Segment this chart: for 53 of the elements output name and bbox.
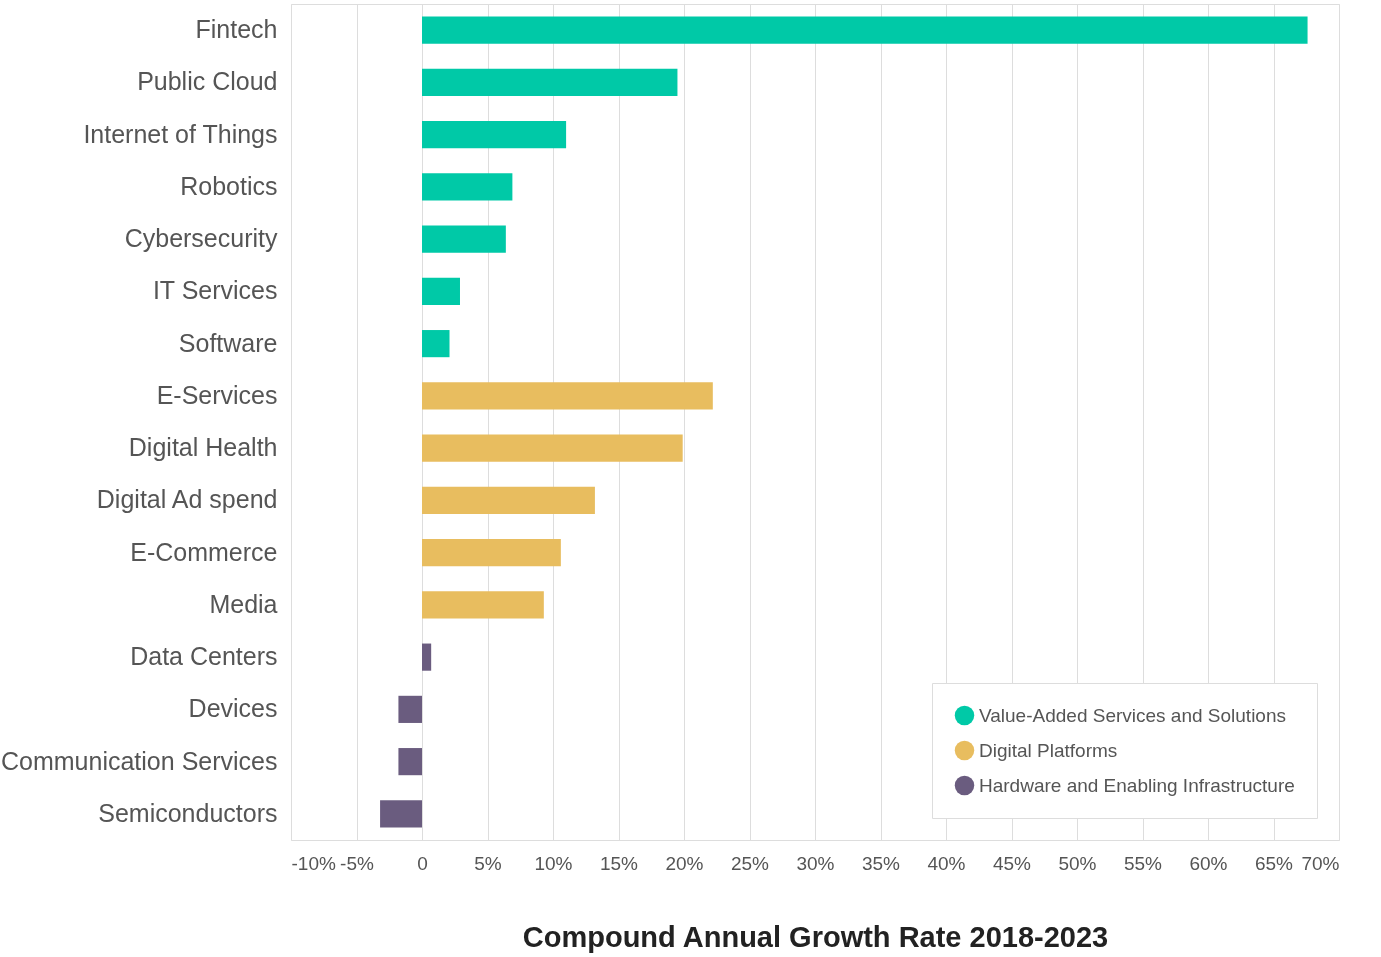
bar <box>422 591 544 619</box>
y-tick-label: Public Cloud <box>137 67 278 96</box>
y-tick-label: Robotics <box>180 171 278 200</box>
y-tick-label: Devices <box>188 694 278 723</box>
legend-label: Value-Added Services and Solutions <box>979 704 1287 726</box>
y-tick-label: E-Commerce <box>130 537 278 566</box>
y-tick-label: Communication Services <box>1 746 278 775</box>
x-tick-label: 55% <box>1123 852 1163 874</box>
legend-label: Digital Platforms <box>979 739 1118 761</box>
bar <box>398 695 422 723</box>
bar <box>380 800 422 828</box>
x-tick-label: 60% <box>1189 852 1228 874</box>
y-tick-label: Data Centers <box>130 642 278 671</box>
y-tick-label: Digital Ad spend <box>96 485 278 514</box>
bar <box>422 225 506 253</box>
x-tick-label: -5% <box>340 852 374 874</box>
y-tick-label: Fintech <box>195 15 278 44</box>
y-tick-label: Digital Health <box>128 433 278 462</box>
y-tick-label: IT Services <box>152 276 278 305</box>
x-tick-label: 5% <box>474 852 502 874</box>
bar <box>422 330 450 358</box>
y-tick-label: Cybersecurity <box>124 224 278 253</box>
x-axis-title: Compound Annual Growth Rate 2018-2023 <box>522 920 1109 953</box>
y-tick-label: Media <box>209 589 278 618</box>
x-tick-label: 50% <box>1058 852 1097 874</box>
x-tick-label: 20% <box>665 852 704 874</box>
x-tick-label: 0 <box>417 852 428 874</box>
legend-label: Hardware and Enabling Infrastructure <box>979 774 1295 796</box>
y-tick-label: Software <box>178 328 278 357</box>
x-tick-label: 25% <box>730 852 770 874</box>
x-tick-label: 65% <box>1254 852 1294 874</box>
bar <box>422 434 683 462</box>
x-tick-label: 30% <box>796 852 835 874</box>
x-tick-label: 10% <box>534 852 573 874</box>
bar <box>422 486 595 514</box>
bar <box>398 748 422 776</box>
bar <box>422 121 567 149</box>
x-tick-label: 15% <box>599 852 639 874</box>
x-tick-label: 70% <box>1301 852 1340 874</box>
bar <box>422 643 432 671</box>
bar <box>422 539 561 567</box>
y-tick-label: E-Services <box>156 380 278 409</box>
bar <box>422 277 460 305</box>
x-tick-label: -10% <box>291 852 336 874</box>
x-tick-label: 40% <box>927 852 966 874</box>
x-tick-label: 35% <box>861 852 901 874</box>
bar <box>422 173 513 201</box>
bar <box>422 16 1308 44</box>
bar <box>422 68 678 96</box>
bar <box>422 382 713 410</box>
y-tick-label: Internet of Things <box>83 119 278 148</box>
y-tick-label: Semiconductors <box>98 798 278 827</box>
x-tick-label: 45% <box>992 852 1032 874</box>
